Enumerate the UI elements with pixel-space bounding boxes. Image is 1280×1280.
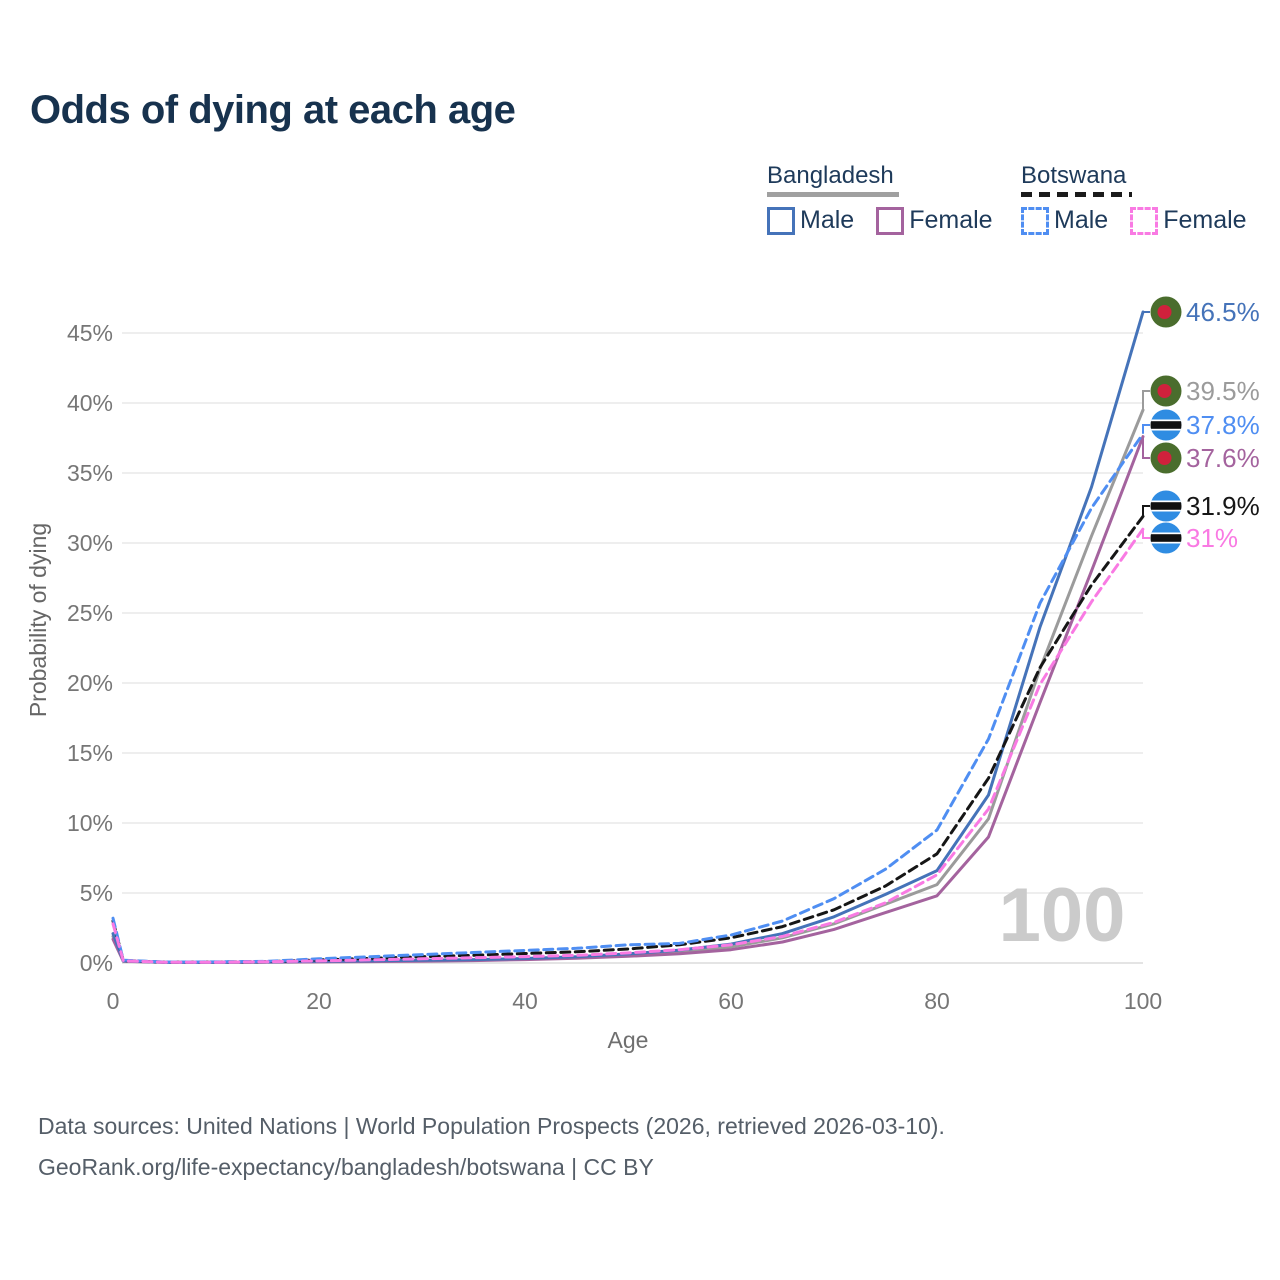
legend-swatch-bangladesh-female[interactable] xyxy=(876,206,905,235)
end-value-label: 37.8% xyxy=(1186,410,1260,440)
legend-label-botswana-male[interactable]: Male xyxy=(1054,206,1109,234)
x-tick-label: 0 xyxy=(107,988,120,1014)
label-connector xyxy=(1142,424,1150,434)
end-value-label: 31% xyxy=(1186,523,1238,553)
y-tick-label: 10% xyxy=(67,810,113,836)
y-tick-label: 0% xyxy=(80,950,113,976)
y-tick-label: 5% xyxy=(80,880,113,906)
y-tick-label: 40% xyxy=(67,390,113,416)
legend-country-bangladesh[interactable]: Bangladesh xyxy=(767,162,894,189)
legend-label-botswana-female[interactable]: Female xyxy=(1163,206,1247,234)
label-connector xyxy=(1142,390,1150,410)
series-line-botswana-female xyxy=(111,527,1145,964)
botswana-flag-icon xyxy=(1150,522,1182,554)
y-axis-title: Probability of dying xyxy=(25,523,51,717)
botswana-flag-icon xyxy=(1150,409,1182,441)
bangladesh-line-style-sample xyxy=(767,192,899,197)
attribution-text: GeoRank.org/life-expectancy/bangladesh/b… xyxy=(38,1154,654,1180)
legend-label-bangladesh-male[interactable]: Male xyxy=(800,206,855,234)
y-tick-label: 30% xyxy=(67,530,113,556)
y-tick-label: 45% xyxy=(67,320,113,346)
x-tick-label: 60 xyxy=(718,988,744,1014)
x-axis-title: Age xyxy=(608,1027,649,1053)
age-watermark: 100 xyxy=(999,873,1126,958)
end-value-label: 46.5% xyxy=(1186,297,1260,327)
page-title: Odds of dying at each age xyxy=(30,88,516,132)
y-tick-label: 15% xyxy=(67,740,113,766)
legend-label-bangladesh-female[interactable]: Female xyxy=(909,206,993,234)
end-value-label: 31.9% xyxy=(1186,491,1260,521)
series-line-bangladesh-female xyxy=(111,435,1145,964)
label-connector xyxy=(1142,436,1150,459)
label-connector xyxy=(1142,529,1150,539)
end-value-label: 39.5% xyxy=(1186,376,1260,406)
bangladesh-flag-icon xyxy=(1150,442,1182,474)
chart-legend: Bangladesh Male Female Botswana Male Fem… xyxy=(0,163,1280,243)
end-value-label: 37.6% xyxy=(1186,443,1260,473)
legend-group-botswana: Botswana Male Female xyxy=(1021,163,1247,235)
data-sources-text: Data sources: United Nations | World Pop… xyxy=(38,1113,945,1139)
label-connector xyxy=(1142,505,1150,517)
x-tick-label: 100 xyxy=(1124,988,1162,1014)
legend-swatch-bangladesh-male[interactable] xyxy=(767,206,795,235)
x-tick-label: 20 xyxy=(306,988,332,1014)
x-tick-label: 40 xyxy=(512,988,538,1014)
y-tick-label: 20% xyxy=(67,670,113,696)
botswana-flag-icon xyxy=(1150,490,1182,522)
y-tick-label: 25% xyxy=(67,600,113,626)
legend-swatch-botswana-male[interactable] xyxy=(1021,206,1049,235)
legend-group-bangladesh: Bangladesh Male Female xyxy=(767,163,993,235)
botswana-line-style-sample xyxy=(1021,192,1132,197)
legend-swatch-botswana-female[interactable] xyxy=(1130,206,1159,235)
series-line-botswana-male xyxy=(111,432,1145,964)
legend-country-botswana[interactable]: Botswana xyxy=(1021,162,1127,189)
bangladesh-flag-icon xyxy=(1150,296,1182,328)
bangladesh-flag-icon xyxy=(1150,375,1182,407)
chart-footer: Data sources: United Nations | World Pop… xyxy=(38,1106,945,1188)
series-line-bangladesh-both xyxy=(111,408,1145,964)
y-tick-label: 35% xyxy=(67,460,113,486)
series-line-bangladesh-male xyxy=(111,310,1145,964)
x-tick-label: 80 xyxy=(924,988,950,1014)
